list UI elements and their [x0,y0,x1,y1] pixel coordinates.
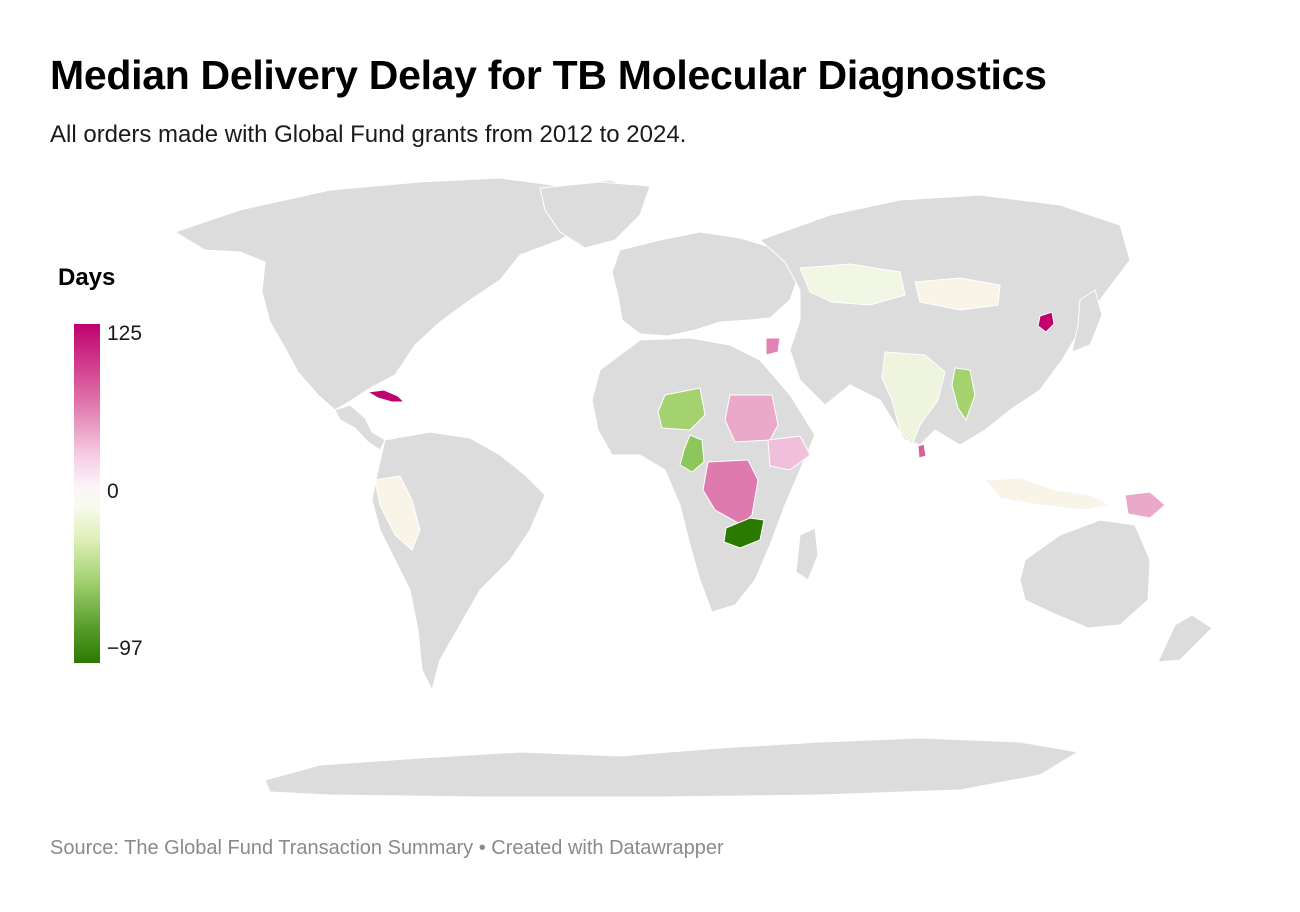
legend-color-scale [74,324,100,663]
region-africa [591,337,816,613]
region-syria [765,337,781,356]
region-australia [1019,519,1151,629]
region-new-zealand [1157,614,1213,663]
region-mongolia [914,277,1001,311]
region-cameroon [679,434,705,473]
region-greenland [539,181,651,249]
region-madagascar [795,527,819,581]
legend-max-label: 125 [107,322,143,345]
legend-min-label: −97 [107,637,143,660]
region-sudan [724,394,779,443]
region-north-korea [1037,311,1055,333]
region-north-america [173,177,642,411]
chart-title: Median Delivery Delay for TB Molecular D… [50,52,1047,98]
region-niger [657,387,706,431]
region-central-america [334,404,386,451]
region-ethiopia [767,435,811,471]
region-indonesia [983,477,1112,511]
region-south-america [371,431,546,692]
region-asia [759,194,1131,446]
legend-title: Days [58,264,116,291]
region-papua-new-guinea [1124,491,1166,519]
region-myanmar [951,367,976,422]
region-cuba [366,389,406,403]
region-japan [1071,289,1103,353]
region-zambia [723,517,765,549]
region-peru [374,475,421,551]
source-footer: Source: The Global Fund Transaction Summ… [50,837,724,859]
region-sri-lanka [917,443,927,459]
region-kazakhstan [799,263,906,306]
chart-subtitle: All orders made with Global Fund grants … [50,121,687,148]
region-india [881,351,946,446]
legend-mid-label: 0 [107,480,119,503]
region-antarctica [264,737,1080,798]
region-europe [611,231,801,337]
